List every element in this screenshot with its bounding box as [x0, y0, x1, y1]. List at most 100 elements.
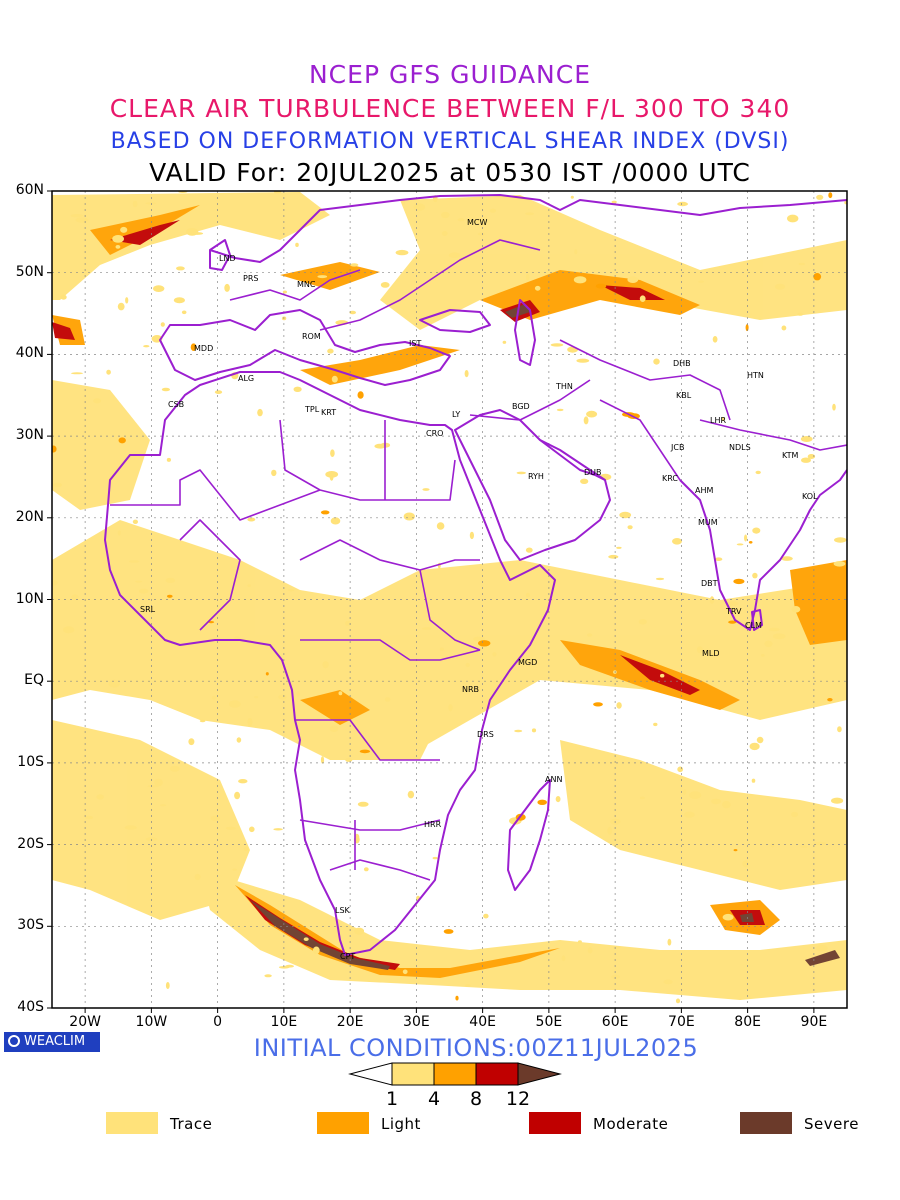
station-label: ANN	[545, 775, 563, 784]
trace-speckle	[439, 647, 444, 651]
graticule	[52, 191, 847, 1008]
trace-speckle	[561, 955, 566, 962]
trace-speckle	[639, 796, 646, 800]
station-label: HTN	[747, 371, 764, 380]
title-valid-time: VALID For: 20JUL2025 at 0530 IST /0000 U…	[149, 158, 751, 187]
lat-label: 60N	[15, 182, 44, 198]
trace-speckle	[349, 310, 357, 315]
trace-speckle	[303, 937, 309, 941]
moderate-area	[600, 285, 665, 300]
station-label: IST	[409, 339, 422, 348]
station-label: JCB	[671, 443, 685, 452]
black-sea-outline	[419, 309, 491, 333]
trace-speckle	[616, 702, 622, 709]
trace-speckle	[550, 343, 564, 347]
trace-speckle	[338, 691, 343, 696]
trace-speckle	[165, 982, 170, 989]
uk-outline	[209, 239, 231, 271]
trace-speckle	[124, 825, 137, 830]
trace-speckle	[132, 519, 138, 524]
trace-speckle	[469, 531, 474, 540]
station-label: LY	[452, 410, 461, 419]
lon-label: 20W	[69, 1014, 101, 1030]
trace-speckle	[698, 280, 705, 283]
trace-speckle	[296, 691, 301, 697]
trace-speckle	[744, 534, 748, 542]
trace-speckle	[357, 391, 364, 399]
trace-speckle	[167, 594, 173, 598]
trace-speckle	[722, 913, 734, 921]
trace-speckle-layer	[52, 191, 847, 1004]
trace-speckle	[278, 694, 287, 700]
trace-speckle	[273, 828, 283, 831]
internal-borders	[110, 239, 847, 881]
trace-speckle	[791, 811, 799, 818]
trace-speckle	[834, 537, 847, 543]
trace-speckle	[756, 736, 764, 744]
station-label: MDD	[194, 344, 214, 353]
trace-speckle	[380, 282, 390, 288]
trace-speckle	[210, 815, 221, 821]
scale-segment-light	[433, 1062, 477, 1086]
trace-speckle	[402, 200, 406, 205]
light-area	[300, 345, 460, 385]
trace-speckle	[422, 488, 430, 491]
trace-area	[52, 720, 250, 920]
lon-label: 0	[213, 1014, 223, 1030]
trace-speckle	[711, 798, 721, 805]
logo-text: WEACLIM	[24, 1034, 86, 1049]
trace-speckle	[325, 471, 339, 478]
madagascar-outline	[507, 779, 551, 891]
light-area	[300, 690, 370, 725]
lon-label: 70E	[668, 1014, 695, 1030]
trace-speckle	[329, 725, 339, 732]
trace-speckle	[52, 580, 58, 586]
trace-speckle	[70, 372, 84, 375]
station-label: LSK	[335, 906, 350, 915]
trace-speckle	[791, 606, 801, 613]
station-label: NDLS	[729, 443, 751, 452]
trace-speckle	[330, 449, 335, 458]
trace-speckle	[75, 217, 89, 223]
station-label: DHB	[673, 359, 691, 368]
trace-speckle	[745, 324, 749, 332]
trace-speckle	[62, 626, 75, 634]
trace-speckle	[312, 946, 320, 955]
moderate-area	[110, 220, 180, 245]
station-label: DBT	[701, 579, 718, 588]
trace-speckle	[755, 470, 761, 475]
trace-speckle	[525, 547, 533, 553]
trace-speckle	[595, 283, 607, 289]
trace-speckle	[583, 416, 589, 425]
trace-speckle	[60, 294, 67, 300]
trace-speckle	[395, 249, 409, 256]
lat-label: 40N	[15, 345, 44, 362]
trace-speckle	[608, 554, 619, 559]
trace-speckle	[586, 410, 598, 418]
trace-speckle	[125, 297, 129, 304]
legend-swatch	[529, 1112, 581, 1134]
trace-speckle	[655, 577, 665, 581]
trace-speckle	[525, 592, 531, 598]
trace-speckle	[749, 742, 760, 751]
trace-speckle	[492, 652, 497, 657]
trace-speckle	[236, 737, 242, 743]
trace-speckle	[639, 295, 646, 303]
severe-area	[250, 900, 390, 970]
title-method: BASED ON DEFORMATION VERTICAL SHEAR INDE…	[110, 129, 790, 154]
station-label: ROM	[302, 332, 321, 341]
legend-label: Light	[381, 1115, 421, 1133]
trace-speckle	[555, 796, 561, 803]
scale-high-arrow	[517, 1062, 562, 1086]
trace-speckle	[627, 276, 639, 284]
trace-speckle	[534, 285, 541, 291]
trace-speckle	[265, 672, 269, 676]
station-label: THN	[556, 382, 573, 391]
trace-speckle	[191, 232, 204, 235]
trace-speckle	[181, 310, 187, 315]
trace-speckle	[653, 358, 660, 365]
trace-speckle	[748, 541, 753, 544]
station-label: LHR	[710, 416, 727, 425]
trace-speckle	[169, 765, 180, 772]
trace-speckle	[317, 275, 328, 279]
